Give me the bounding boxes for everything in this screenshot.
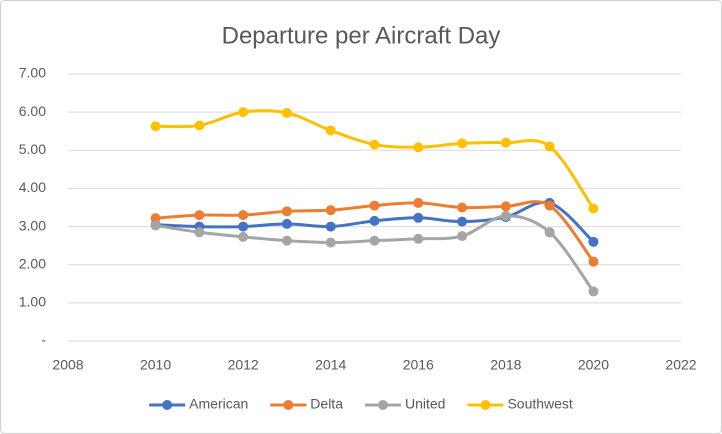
y-tick-label: 4.00 — [19, 179, 46, 195]
legend-marker — [377, 400, 388, 410]
data-point — [544, 227, 555, 238]
data-point — [194, 227, 205, 238]
data-point — [150, 213, 161, 224]
x-tick-label: 2012 — [228, 357, 259, 373]
data-point — [150, 121, 161, 132]
data-point — [325, 237, 336, 248]
data-point — [325, 205, 336, 216]
data-point — [544, 200, 555, 211]
y-tick-label: 1.00 — [19, 294, 46, 310]
data-point — [194, 120, 205, 131]
legend-marker — [480, 400, 491, 410]
legend-label: United — [405, 396, 445, 412]
legend-marker — [283, 400, 294, 410]
y-tick-label: 7.00 — [19, 65, 46, 81]
data-point — [457, 138, 468, 149]
data-point — [588, 236, 599, 247]
data-point — [281, 107, 292, 118]
data-point — [457, 216, 468, 227]
data-point — [325, 221, 336, 232]
data-point — [457, 202, 468, 213]
x-tick-label: 2014 — [315, 357, 346, 373]
data-point — [588, 203, 599, 214]
x-tick-label: 2010 — [140, 357, 171, 373]
y-tick-label: 5.00 — [19, 141, 46, 157]
chart-title: Departure per Aircraft Day — [222, 22, 501, 49]
x-tick-label: 2018 — [490, 357, 521, 373]
data-point — [238, 107, 249, 118]
data-point — [413, 142, 424, 153]
data-point — [413, 197, 424, 208]
data-point — [588, 286, 599, 297]
y-tick-label: 6.00 — [19, 103, 46, 119]
data-point — [544, 141, 555, 152]
legend-label: Southwest — [507, 396, 572, 412]
data-point — [369, 139, 380, 150]
y-tick-label: - — [41, 332, 46, 348]
data-point — [500, 201, 511, 212]
legend-label: Delta — [310, 396, 343, 412]
data-point — [413, 233, 424, 244]
data-point — [413, 212, 424, 223]
y-tick-label: 2.00 — [19, 255, 46, 271]
x-tick-label: 2020 — [578, 357, 609, 373]
data-point — [500, 137, 511, 148]
data-point — [500, 210, 511, 221]
x-tick-label: 2008 — [52, 357, 83, 373]
data-point — [238, 221, 249, 232]
data-point — [369, 215, 380, 226]
data-point — [457, 231, 468, 242]
y-tick-label: 3.00 — [19, 217, 46, 233]
x-tick-label: 2022 — [665, 357, 696, 373]
x-tick-label: 2016 — [403, 357, 434, 373]
legend-marker — [162, 400, 173, 410]
data-point — [238, 210, 249, 221]
data-point — [281, 235, 292, 246]
legend-label: American — [189, 396, 248, 412]
data-point — [325, 125, 336, 136]
data-point — [194, 210, 205, 221]
data-point — [238, 231, 249, 242]
data-point — [150, 220, 161, 231]
data-point — [281, 218, 292, 229]
data-point — [369, 235, 380, 246]
data-point — [588, 256, 599, 267]
data-point — [281, 206, 292, 217]
data-point — [369, 200, 380, 211]
